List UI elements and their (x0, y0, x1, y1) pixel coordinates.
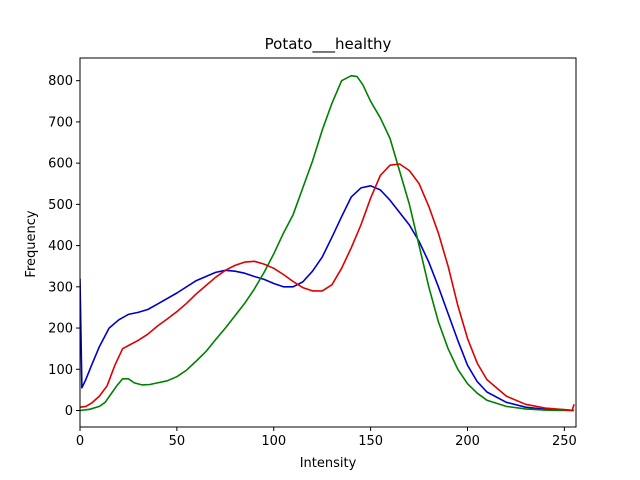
x-tick-label: 0 (76, 434, 84, 449)
series-line-2 (80, 74, 575, 412)
x-tick-label: 200 (455, 434, 480, 449)
series-line-1 (80, 185, 575, 412)
x-tick-label: 250 (552, 434, 577, 449)
y-tick-label: 0 (65, 404, 73, 419)
y-tick-label: 700 (48, 115, 73, 130)
x-axis-label: Intensity (300, 456, 357, 471)
y-tick-label: 800 (48, 74, 73, 89)
chart-title: Potato___healthy (265, 35, 392, 54)
y-tick-label: 600 (48, 157, 73, 172)
axes-frame (79, 57, 577, 428)
y-tick-label: 100 (48, 363, 73, 378)
x-tick-label: 50 (169, 434, 186, 449)
plot-area: 0 50 100 150 200 250 0 100 200 300 400 500 600 700 800 (48, 57, 577, 449)
series-line-3 (80, 163, 575, 412)
y-tick-label: 400 (48, 239, 73, 254)
y-tick-label: 200 (48, 322, 73, 337)
x-tick-label: 150 (358, 434, 383, 449)
y-tick-label: 500 (48, 198, 73, 213)
x-tick-label: 100 (261, 434, 286, 449)
y-axis-label: Frequency (24, 210, 39, 277)
y-tick-label: 300 (48, 280, 73, 295)
